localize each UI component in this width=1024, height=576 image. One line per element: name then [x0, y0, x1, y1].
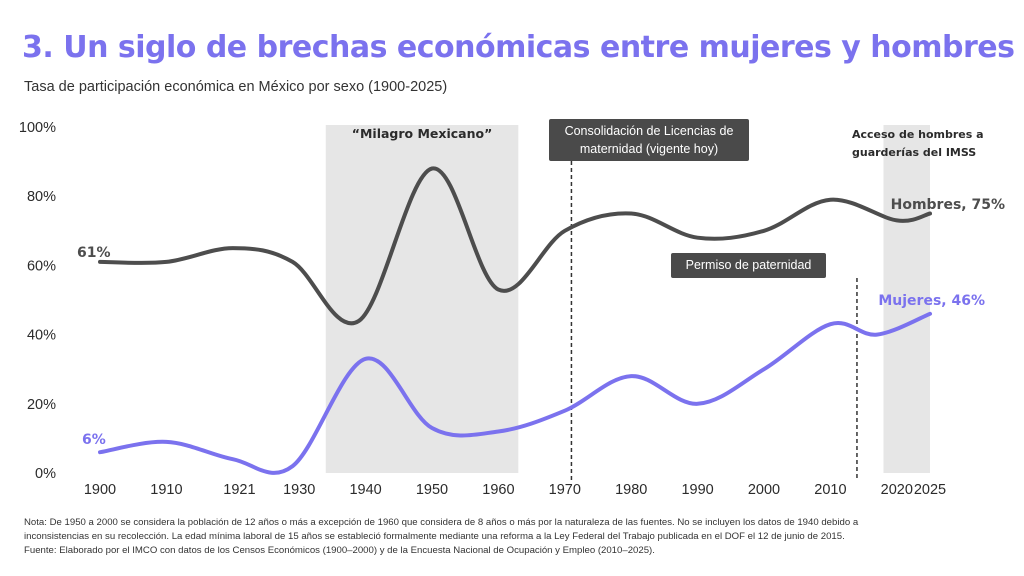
event-label-2-line-1: Permiso de paternidad	[686, 258, 812, 272]
y-tick-label: 40%	[27, 328, 56, 344]
footnote-line-3: Fuente: Elaborado por el IMCO con datos …	[24, 545, 655, 556]
period-band-1	[325, 125, 519, 473]
y-tick-label: 20%	[27, 397, 56, 413]
data-label-hombres-end: Hombres, 75%	[891, 197, 1005, 213]
x-tick-label: 1980	[615, 482, 647, 498]
x-tick-label: 2020	[881, 482, 913, 498]
event-label-1-line-1: Consolidación de Licencias de	[565, 124, 734, 138]
data-label-mujeres-start: 6%	[82, 432, 106, 448]
event-box-2	[671, 253, 826, 278]
x-tick-label: 2025	[914, 482, 946, 498]
y-tick-label: 80%	[27, 189, 56, 205]
x-tick-label: 1940	[349, 482, 381, 498]
event-label-1-line-2: maternidad (vigente hoy)	[580, 142, 718, 156]
footnote-line-1: Nota: De 1950 a 2000 se considera la pob…	[24, 517, 859, 528]
event-box-1	[549, 119, 749, 161]
x-tick-label: 1900	[84, 482, 116, 498]
x-tick-label: 2000	[748, 482, 780, 498]
series-line-hombres	[98, 166, 932, 326]
x-tick-label: 1960	[482, 482, 514, 498]
x-tick-label: 1921	[223, 482, 255, 498]
x-tick-label: 1970	[549, 482, 581, 498]
footnote: Nota: De 1950 a 2000 se considera la pob…	[24, 516, 1014, 558]
x-tick-label: 1910	[150, 482, 182, 498]
line-chart: “Milagro Mexicano” Acceso de hombres a gua…	[19, 119, 1005, 498]
chart-subtitle: Tasa de participación económica en Méxic…	[24, 79, 448, 95]
x-tick-label: 1950	[416, 482, 448, 498]
band-label-milagro: “Milagro Mexicano”	[352, 126, 493, 141]
y-tick-label: 100%	[19, 120, 56, 136]
data-label-hombres-start: 61%	[77, 245, 111, 261]
band-label-guarderias-line-2: guarderías del IMSS	[852, 146, 976, 159]
x-tick-label: 2010	[814, 482, 846, 498]
data-label-mujeres-end: Mujeres, 46%	[878, 293, 985, 309]
period-band-2	[883, 125, 930, 473]
x-tick-label: 1930	[283, 482, 315, 498]
footnote-line-2: inconsistencias en su recolección. La ed…	[24, 531, 845, 542]
band-label-guarderias-line-1: Acceso de hombres a	[852, 128, 984, 141]
chart-title: 3. Un siglo de brechas económicas entre …	[22, 30, 1015, 65]
y-tick-label: 0%	[35, 466, 56, 482]
series-line-mujeres	[98, 311, 932, 475]
x-tick-label: 1990	[681, 482, 713, 498]
y-tick-label: 60%	[27, 258, 56, 274]
